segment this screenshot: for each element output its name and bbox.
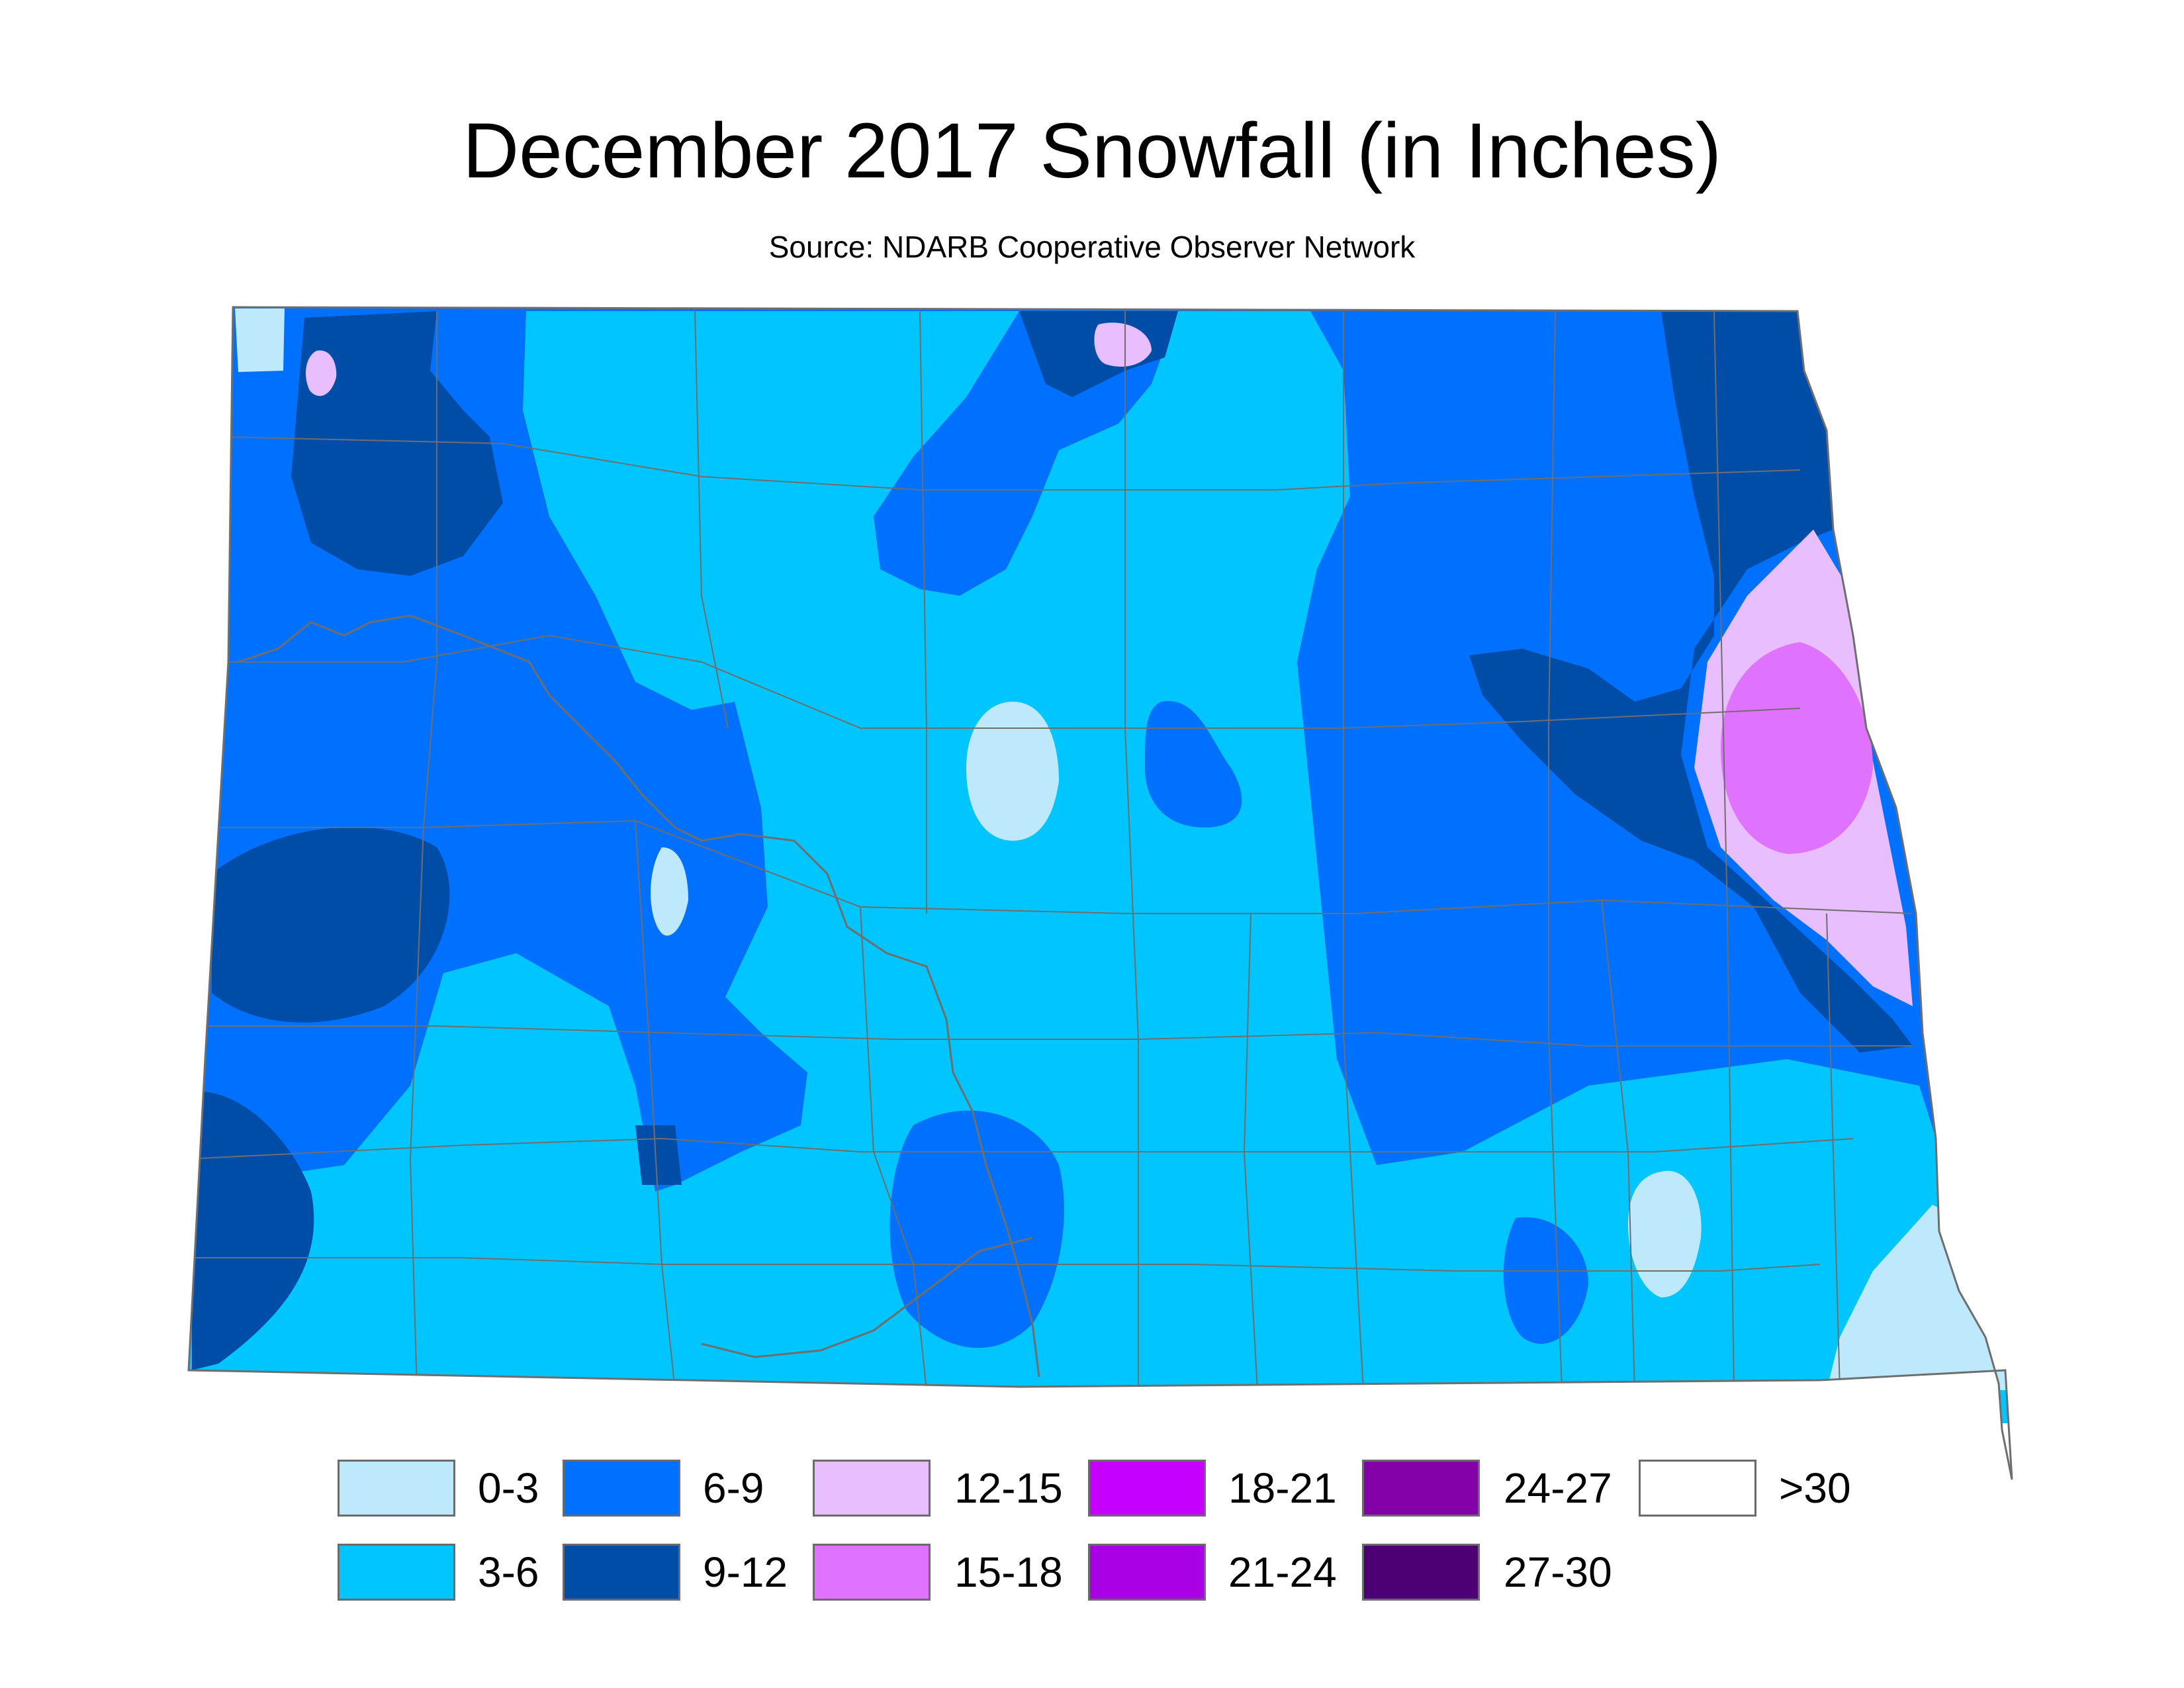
zone-9-12-west	[212, 827, 450, 1023]
zone-15-18-east	[1721, 642, 1873, 854]
legend-swatch-12-15	[813, 1460, 931, 1517]
zone-6-9-south-blob	[889, 1110, 1064, 1348]
county-lines	[192, 310, 1913, 1391]
state-outline	[187, 306, 2013, 1480]
zone-12-15-northwest-dot	[306, 350, 337, 397]
legend-swatch-3-6	[338, 1544, 455, 1601]
legend-label-over-30: >30	[1779, 1464, 1851, 1512]
legend-swatch-27-30	[1362, 1544, 1480, 1601]
snowfall-zones	[189, 307, 2012, 1430]
legend-swatch-18-21	[1088, 1460, 1206, 1517]
missouri-river	[238, 614, 1040, 1378]
zone-9-12-east	[1469, 311, 1913, 1053]
map-title: December 2017 Snowfall (in Inches)	[462, 107, 1722, 195]
legend-swatch-9-12	[563, 1544, 680, 1601]
zone-12-15-north-dot	[1094, 322, 1152, 367]
zone-6-9-center-blob	[1145, 701, 1242, 827]
missouri-river-branch	[701, 1237, 1033, 1358]
zone-9-12-small	[635, 1125, 682, 1185]
legend-label-21-24: 21-24	[1228, 1548, 1337, 1596]
zone-0-3-west-small	[651, 847, 688, 936]
legend-label-3-6: 3-6	[478, 1548, 539, 1596]
legend-label-9-12: 9-12	[703, 1548, 788, 1596]
zone-0-3-center	[966, 702, 1059, 841]
legend-swatch-6-9	[563, 1460, 680, 1517]
zone-6-9-southeast-blob	[1503, 1217, 1588, 1344]
legend-swatch-24-27	[1362, 1460, 1480, 1517]
legend-label-12-15: 12-15	[954, 1464, 1063, 1512]
legend-label-6-9: 6-9	[703, 1464, 764, 1512]
legend-swatch-21-24	[1088, 1544, 1206, 1601]
legend-label-27-30: 27-30	[1504, 1548, 1612, 1596]
legend-label-24-27: 24-27	[1504, 1464, 1612, 1512]
zone-3-6-central	[189, 311, 2012, 1430]
zone-0-3-northwest	[235, 308, 285, 372]
legend-swatch-15-18	[813, 1544, 931, 1601]
legend-label-18-21: 18-21	[1228, 1464, 1337, 1512]
legend-label-0-3: 0-3	[478, 1464, 539, 1512]
zone-6-9-west-lobe	[596, 702, 807, 1192]
legend-swatch-0-3	[338, 1460, 455, 1517]
zone-9-12-northwest	[291, 311, 503, 576]
zone-9-12-southwest	[192, 1092, 314, 1370]
legend-label-15-18: 15-18	[954, 1548, 1063, 1596]
zone-0-3-southeast-small	[1628, 1170, 1702, 1297]
legend-swatch-over-30	[1639, 1460, 1756, 1517]
map-subtitle: Source: NDARB Cooperative Observer Netwo…	[768, 230, 1416, 264]
